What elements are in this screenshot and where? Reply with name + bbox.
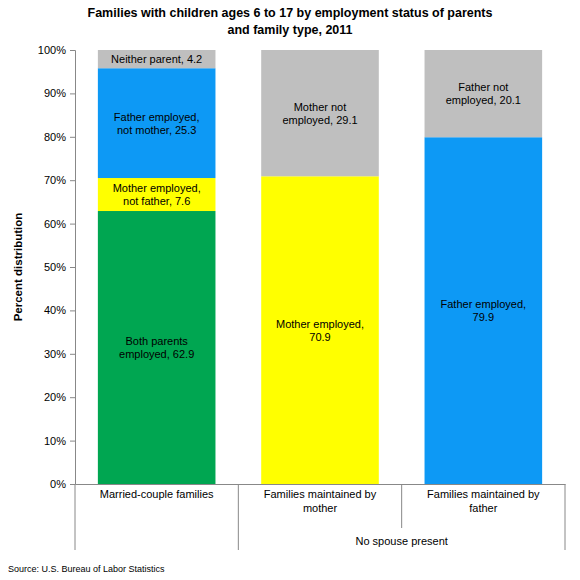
title: Families with children ages 6 to 17 by e… (88, 6, 493, 37)
y-tick: 0% (50, 478, 75, 490)
category-separators (75, 484, 565, 550)
y-tick: 70% (44, 174, 75, 186)
y-tick-label: 50% (44, 261, 66, 273)
y-axis-title: Percent distribution (12, 213, 24, 322)
y-tick-mark (70, 180, 75, 181)
y-tick-label: 100% (38, 44, 66, 56)
data-label: Father employed,not mother, 25.3 (114, 111, 200, 136)
text-line: mother (303, 502, 338, 514)
source: Source: U.S. Bureau of Labor Statistics (8, 564, 165, 574)
y-tick: 50% (44, 261, 75, 273)
text-line: Father employed, (441, 298, 527, 310)
data-label: Father notemployed, 20.1 (446, 81, 521, 106)
text-line: Families maintained by (264, 488, 377, 500)
group-label: No spouse present (355, 535, 447, 547)
y-tick: 100% (38, 44, 75, 56)
text-line: and family type, 2011 (227, 23, 352, 37)
y-tick-mark (70, 93, 75, 94)
text-line: employed, 20.1 (446, 94, 521, 106)
text-line: employed, 62.9 (119, 348, 194, 360)
text-line: 79.9 (473, 311, 494, 323)
y-tick: 20% (44, 391, 75, 403)
y-tick: 10% (44, 435, 75, 447)
y-tick-mark (70, 224, 75, 225)
text-line: Mother not (294, 101, 347, 113)
text-line: Father employed, (114, 111, 200, 123)
data-label: Mother employed,70.9 (276, 318, 364, 343)
x-tick-label: Families maintained by father (427, 488, 540, 514)
data-label: Neither parent, 4.2 (111, 53, 202, 65)
data-labels: Both parentsemployed, 62.9 Mother employe… (111, 53, 526, 360)
x-tick: Families maintained by mother (264, 484, 377, 514)
category-separator (75, 484, 76, 550)
y-tick: 90% (44, 87, 75, 99)
y-axis: 0% 10% 20% 30% 40% 50% 60% 70% 80% 90% 100% (38, 44, 76, 490)
y-tick-mark (70, 397, 75, 398)
y-tick-label: 60% (44, 218, 66, 230)
text-line: Mother employed, (276, 318, 364, 330)
bar-segment (98, 178, 216, 211)
y-tick-mark (70, 484, 75, 485)
category-separator (238, 484, 239, 550)
chart: Families with children ages 6 to 17 by e… (0, 0, 580, 580)
y-tick-mark (70, 50, 75, 51)
y-tick-label: 70% (44, 174, 66, 186)
data-label: Mother employed,not father, 7.6 (113, 182, 201, 207)
y-tick: 40% (44, 304, 75, 316)
x-axis: Married-couple families Families maintain… (76, 484, 566, 514)
y-tick-mark (70, 137, 75, 138)
category-separator (565, 484, 566, 550)
y-tick-mark (70, 310, 75, 311)
y-tick-label: 90% (44, 87, 66, 99)
x-tick-label: Married-couple families (100, 488, 214, 500)
text-line: Father not (458, 81, 508, 93)
y-tick-label: 20% (44, 391, 66, 403)
y-tick: 60% (44, 218, 75, 230)
text-line: Neither parent, 4.2 (111, 53, 202, 65)
bar-segment (98, 50, 216, 68)
y-tick-mark (70, 267, 75, 268)
y-tick-label: 10% (44, 435, 66, 447)
text-line: not father, 7.6 (123, 195, 190, 207)
y-tick-label: 30% (44, 348, 66, 360)
x-tick-label: Families maintained by mother (264, 488, 377, 514)
bar-segment (261, 176, 379, 484)
text-line: not mother, 25.3 (117, 124, 197, 136)
category-separator (401, 484, 402, 528)
y-axis-line (70, 51, 76, 485)
y-tick-mark (70, 441, 75, 442)
y-tick-label: 80% (44, 131, 66, 143)
text-line: Both parents (125, 335, 188, 347)
bar-segment (98, 211, 216, 484)
text-line: Mother employed, (113, 182, 201, 194)
bars (98, 50, 542, 484)
data-label: Mother notemployed, 29.1 (282, 101, 357, 126)
data-label: Father employed,79.9 (441, 298, 527, 323)
bar-segment (261, 50, 379, 176)
data-label: Both parentsemployed, 62.9 (119, 335, 194, 360)
text-line: Married-couple families (100, 488, 214, 500)
bar-segment (98, 68, 216, 178)
x-tick: Married-couple families (100, 484, 214, 500)
y-tick: 80% (44, 131, 75, 143)
y-tick-label: 0% (50, 478, 66, 490)
text-line: father (469, 502, 497, 514)
chart-container: Families with children ages 6 to 17 by e… (0, 0, 580, 580)
text-line: 70.9 (309, 331, 330, 343)
bar-segment (425, 137, 543, 484)
text-line: Families with children ages 6 to 17 by e… (88, 6, 493, 20)
x-tick: Families maintained by father (427, 484, 540, 514)
text-line: Families maintained by (427, 488, 540, 500)
y-tick-label: 40% (44, 304, 66, 316)
bar-segment (425, 50, 543, 137)
text-line: employed, 29.1 (282, 114, 357, 126)
y-tick-mark (70, 354, 75, 355)
y-tick: 30% (44, 348, 75, 360)
x-axis-line (76, 484, 566, 485)
